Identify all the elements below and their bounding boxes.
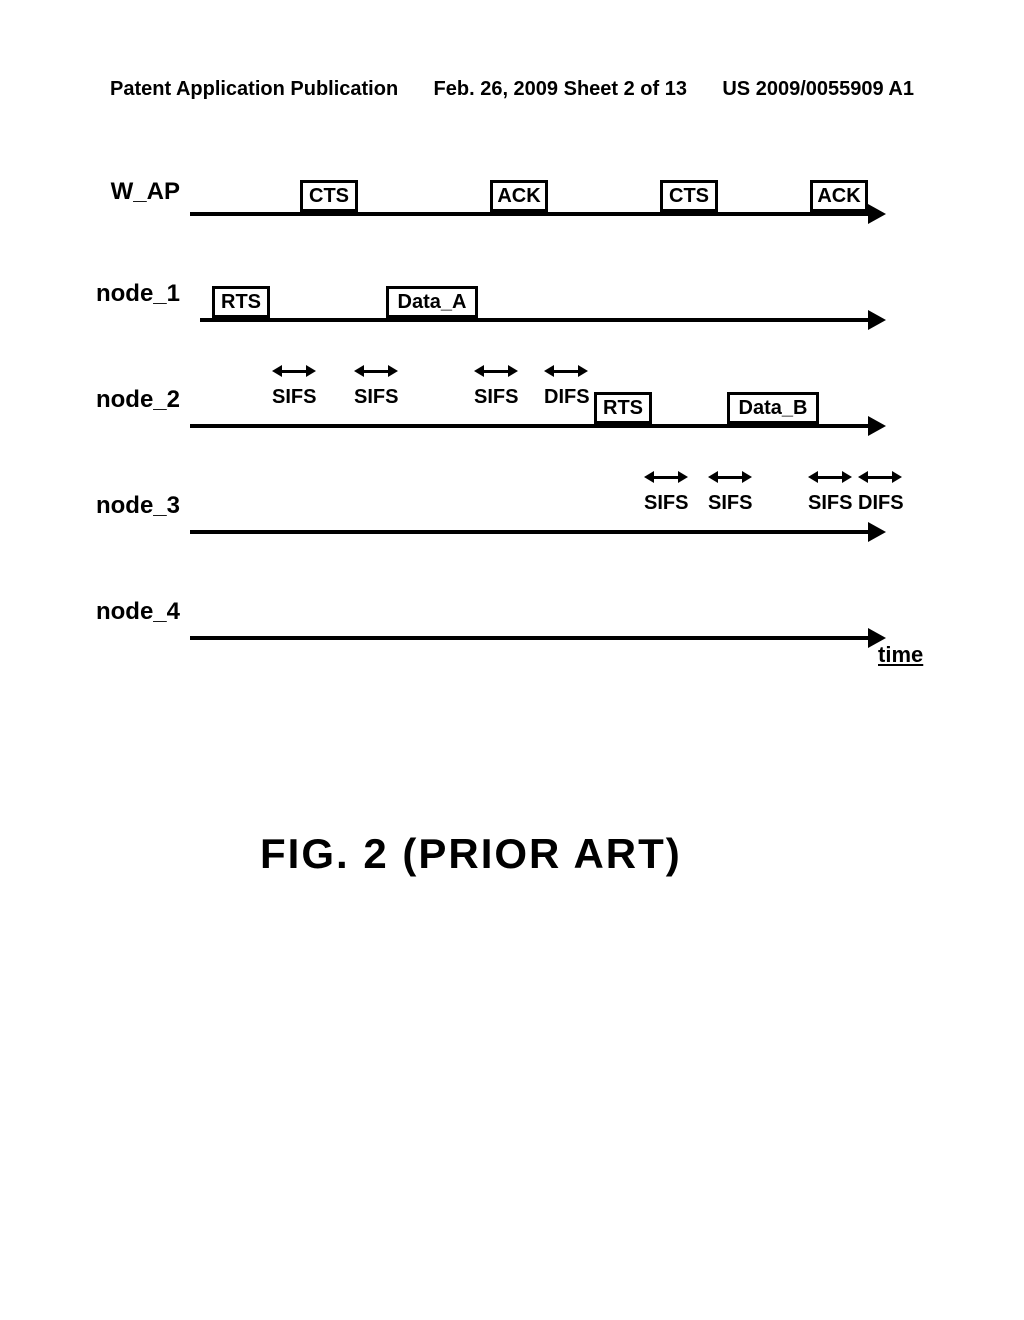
ifs-difs-1: DIFS	[544, 386, 590, 409]
box-rts-2: RTS	[594, 392, 652, 424]
arrow-sifs-6	[816, 476, 844, 479]
ifs-sifs-6: SIFS	[808, 492, 852, 515]
arrow-difs-1	[552, 370, 580, 373]
arrow-node1	[868, 310, 886, 330]
arrow-wap	[868, 204, 886, 224]
label-node3: node_3	[0, 492, 180, 520]
label-node2: node_2	[0, 386, 180, 414]
arrow-node3	[868, 522, 886, 542]
timeline-node2	[190, 424, 870, 428]
arrow-node2	[868, 416, 886, 436]
arrow-sifs-3	[482, 370, 510, 373]
header-right: US 2009/0055909 A1	[722, 78, 914, 101]
arrow-sifs-2	[362, 370, 390, 373]
box-ack-2: ACK	[810, 180, 868, 212]
arrow-sifs-1	[280, 370, 308, 373]
box-ack-1: ACK	[490, 180, 548, 212]
header-left: Patent Application Publication	[110, 78, 398, 101]
label-node1: node_1	[0, 280, 180, 308]
box-cts-2: CTS	[660, 180, 718, 212]
arrow-sifs-4	[652, 476, 680, 479]
figure-caption: FIG. 2 (PRIOR ART)	[260, 830, 682, 878]
timeline-node4	[190, 636, 870, 640]
header-center: Feb. 26, 2009 Sheet 2 of 13	[434, 78, 687, 101]
box-rts-1: RTS	[212, 286, 270, 318]
box-data-b: Data_B	[727, 392, 819, 424]
arrow-sifs-5	[716, 476, 744, 479]
ifs-sifs-3: SIFS	[474, 386, 518, 409]
timeline-wap	[190, 212, 870, 216]
ifs-sifs-5: SIFS	[708, 492, 752, 515]
ifs-sifs-1: SIFS	[272, 386, 316, 409]
arrow-difs-2	[866, 476, 894, 479]
ifs-sifs-2: SIFS	[354, 386, 398, 409]
timeline-node1	[200, 318, 870, 322]
box-data-a: Data_A	[386, 286, 478, 318]
ifs-difs-2: DIFS	[858, 492, 904, 515]
time-label: time	[878, 642, 923, 668]
label-wap: W_AP	[0, 178, 180, 206]
ifs-sifs-4: SIFS	[644, 492, 688, 515]
label-node4: node_4	[0, 598, 180, 626]
box-cts-1: CTS	[300, 180, 358, 212]
timeline-node3	[190, 530, 870, 534]
